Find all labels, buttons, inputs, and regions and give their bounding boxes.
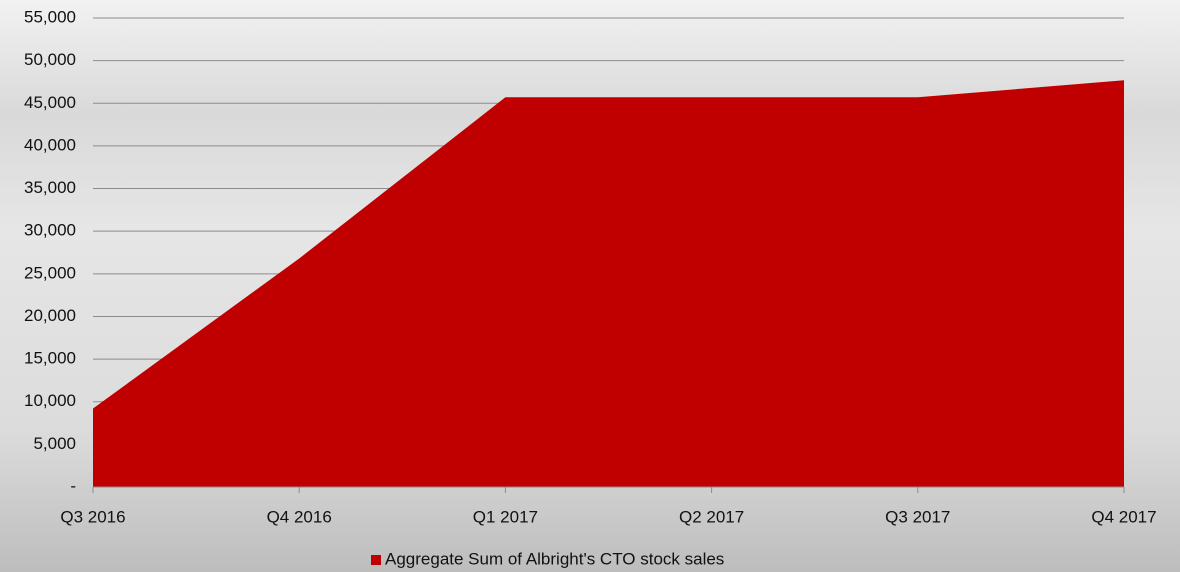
y-tick-label: 20,000 xyxy=(24,306,76,325)
y-tick-label: 30,000 xyxy=(24,221,76,240)
legend-swatch xyxy=(371,555,381,565)
y-tick-label: - xyxy=(70,476,76,495)
y-tick-label: 10,000 xyxy=(24,391,76,410)
y-tick-label: 55,000 xyxy=(24,7,76,26)
x-tick-label: Q1 2017 xyxy=(473,507,538,526)
legend-label: Aggregate Sum of Albright's CTO stock sa… xyxy=(385,549,724,568)
x-tick-label: Q3 2017 xyxy=(885,507,950,526)
x-tick-label: Q3 2016 xyxy=(60,507,125,526)
y-tick-label: 45,000 xyxy=(24,93,76,112)
y-tick-label: 5,000 xyxy=(33,434,76,453)
y-tick-label: 40,000 xyxy=(24,135,76,154)
chart: - 5,000 10,000 15,000 20,000 25,000 30,000 35,0… xyxy=(0,0,1180,572)
x-tick-label: Q4 2017 xyxy=(1091,507,1156,526)
y-tick-label: 25,000 xyxy=(24,263,76,282)
page: {"chart_data": {"type": "area", "categor… xyxy=(0,0,1180,572)
y-tick-label: 35,000 xyxy=(24,178,76,197)
x-tick-label: Q4 2016 xyxy=(267,507,332,526)
y-tick-label: 50,000 xyxy=(24,50,76,69)
y-tick-label: 15,000 xyxy=(24,349,76,368)
x-tick-label: Q2 2017 xyxy=(679,507,744,526)
